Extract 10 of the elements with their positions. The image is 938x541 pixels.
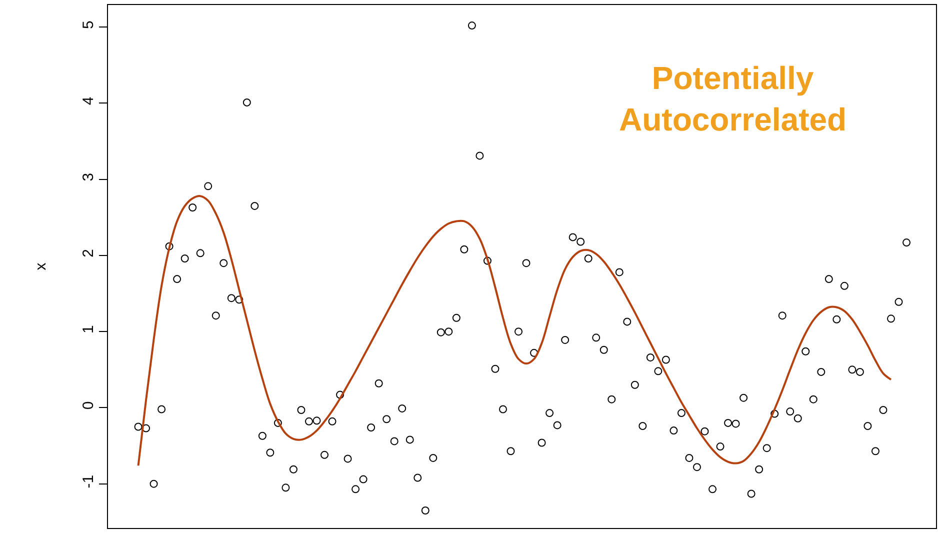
y-tick-label: -1: [80, 474, 97, 488]
y-tick-label: 0: [80, 401, 97, 410]
y-tick-label: 2: [80, 249, 97, 258]
y-tick-label: 5: [80, 20, 97, 29]
y-tick-label: 1: [80, 325, 97, 334]
y-tick-label: 4: [80, 96, 97, 106]
y-axis-title: x: [32, 262, 50, 270]
annotation: Potentially Autocorrelated: [619, 60, 847, 138]
line-series: [137, 195, 892, 467]
y-tick-label: 3: [80, 172, 97, 182]
